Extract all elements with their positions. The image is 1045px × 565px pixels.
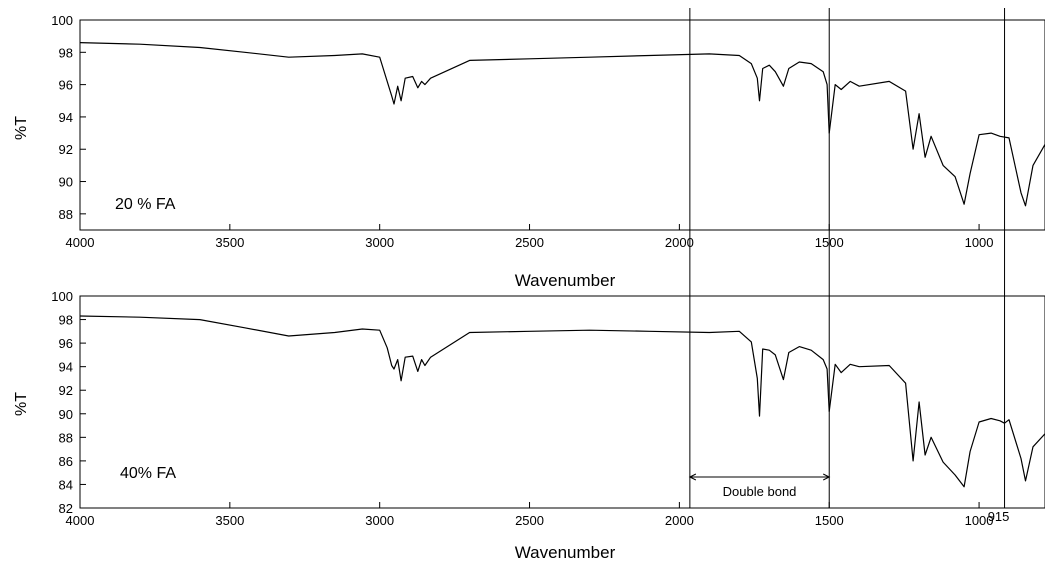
y-tick-label: 96 [59,336,73,351]
spectrum-line [79,315,1045,488]
x-tick-label: 2500 [515,513,544,528]
y-tick-label: 90 [59,175,73,190]
reference-lines: 915 Double bond [688,8,1010,524]
x-tick-label: 3500 [215,513,244,528]
span-arrowhead-left [688,473,697,481]
y-axis-title: %T [13,116,30,140]
y-tick-label: 90 [59,407,73,422]
panel-bottom: 40% FA Wavenumber %T 4000 3500 3000 2500 200… [13,289,1045,562]
panel-top: 20 % FA Wavenumber %T 4000 3500 3000 2500 20… [13,13,1045,290]
x-tick-label: 3000 [365,513,394,528]
x-tick-label: 2500 [515,235,544,250]
sample-label: 40% FA [120,465,176,482]
y-axis-title: %T [13,392,30,416]
spectrum-line [79,42,1045,207]
x-tick-label: 4000 [66,513,95,528]
plot-frame [79,19,1045,231]
x-axis-title: Wavenumber [515,271,616,290]
y-tick-label: 88 [59,430,73,445]
y-tick-label: 100 [51,13,73,28]
x-tick-label: 2000 [665,513,694,528]
y-tick-label: 100 [51,289,73,304]
x-tick-label: 3000 [365,235,394,250]
y-tick-label: 98 [59,45,73,60]
y-tick-label: 84 [59,477,73,492]
region-label: Double bond [723,484,797,499]
x-tick-label: 1000 [965,513,994,528]
plot-frame [79,295,1045,509]
span-arrowhead-right [823,473,831,481]
y-tick-label: 94 [59,360,73,375]
y-tick-label: 98 [59,313,73,328]
y-tick-label: 82 [59,501,73,516]
x-tick-label: 4000 [66,235,95,250]
y-tick-label: 96 [59,78,73,93]
x-tick-label: 1000 [965,235,994,250]
y-tick-label: 92 [59,383,73,398]
y-tick-label: 88 [59,207,73,222]
sample-label: 20 % FA [115,196,176,213]
y-tick-label: 94 [59,110,73,125]
y-tick-label: 86 [59,454,73,469]
x-axis-title: Wavenumber [515,543,616,562]
reference-line-label: 915 [988,509,1010,524]
x-tick-label: 3500 [215,235,244,250]
y-tick-label: 92 [59,142,73,157]
x-tick-label: 2000 [665,235,694,250]
x-tick-label: 1500 [815,513,844,528]
